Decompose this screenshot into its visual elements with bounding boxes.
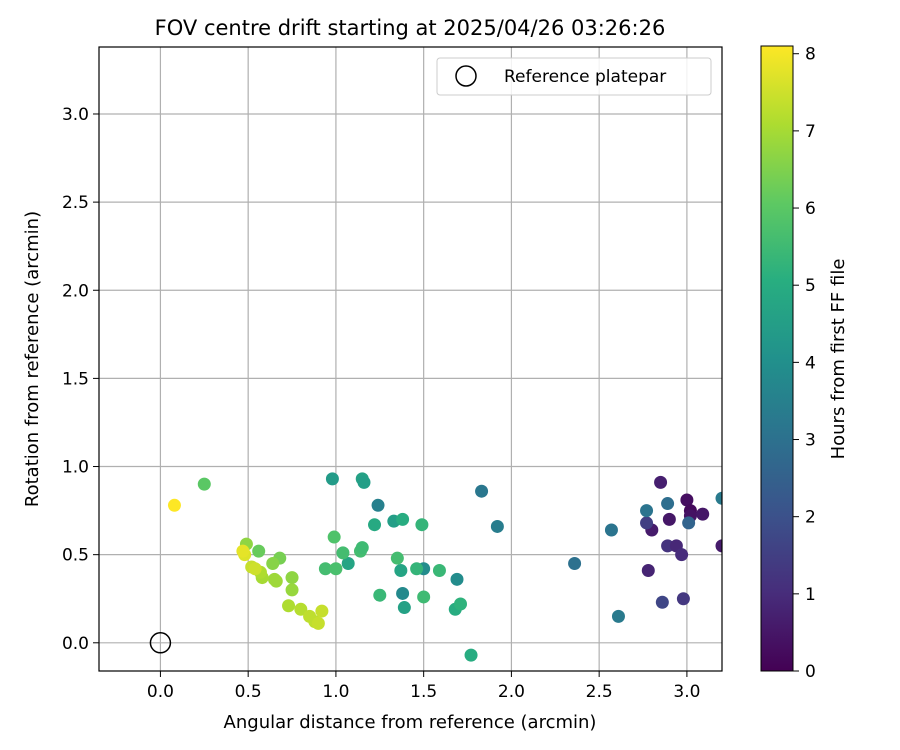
data-point — [236, 544, 250, 558]
legend-box — [436, 57, 712, 96]
x-tick-label: 3.0 — [673, 682, 700, 702]
data-point — [390, 551, 404, 565]
colorbar-label: Hours from first FF file — [828, 259, 849, 460]
data-point — [325, 472, 339, 486]
data-point — [715, 539, 722, 553]
colorbar-tick-label: 4 — [805, 353, 816, 373]
data-point — [285, 571, 299, 585]
grid-lines — [99, 47, 722, 671]
data-point — [662, 512, 676, 526]
y-tick-label: 0.5 — [62, 546, 89, 566]
x-tick-label: 0.0 — [147, 682, 174, 702]
data-point — [410, 562, 424, 576]
x-tick-label: 2.0 — [498, 682, 525, 702]
x-tick-label: 0.5 — [235, 682, 262, 702]
x-tick-label: 1.5 — [410, 682, 437, 702]
data-point — [396, 586, 410, 600]
x-axis-label: Angular distance from reference (arcmin) — [224, 712, 597, 733]
data-point — [397, 601, 411, 615]
data-point — [368, 518, 382, 532]
data-point — [327, 530, 341, 544]
data-point — [396, 512, 410, 526]
data-point — [454, 597, 468, 611]
colorbar-tick-label: 1 — [805, 585, 816, 605]
data-point — [680, 493, 694, 507]
data-point — [329, 562, 343, 576]
colorbar-tick-label: 8 — [805, 45, 816, 65]
y-tick-label: 1.5 — [62, 369, 89, 389]
legend-label: Reference platepar — [504, 67, 666, 87]
data-point — [640, 504, 654, 518]
colorbar-ticks: 0 1 2 3 4 5 6 7 8 — [793, 45, 816, 682]
y-tick-label: 2.5 — [62, 193, 89, 213]
data-point — [315, 604, 329, 618]
data-point — [655, 595, 669, 609]
y-tick-label: 1.0 — [62, 458, 89, 478]
data-point — [568, 556, 582, 570]
data-point — [318, 562, 332, 576]
data-point — [252, 544, 266, 558]
data-point — [654, 475, 668, 489]
data-point — [373, 588, 387, 602]
data-point — [167, 498, 181, 512]
data-point — [661, 497, 675, 511]
data-point — [282, 599, 296, 613]
data-point — [371, 498, 385, 512]
data-point — [417, 590, 431, 604]
data-point — [475, 484, 489, 498]
legend-marker-icon — [455, 65, 477, 87]
data-point — [294, 602, 308, 616]
data-point — [336, 546, 350, 560]
chart-title: FOV centre drift starting at 2025/04/26 … — [155, 16, 666, 40]
data-point — [464, 648, 478, 662]
data-point — [266, 556, 280, 570]
data-point — [640, 516, 654, 530]
data-point — [696, 507, 710, 521]
data-point — [394, 564, 408, 578]
data-point — [355, 541, 369, 555]
x-tick-label: 2.5 — [586, 682, 613, 702]
data-point — [641, 564, 655, 578]
data-point — [341, 556, 355, 570]
reference-platepar-marker — [149, 632, 172, 654]
colorbar-tick-label: 7 — [805, 122, 816, 142]
legend: Reference platepar — [436, 57, 712, 96]
data-point — [490, 519, 504, 533]
data-point — [675, 548, 689, 562]
y-tick-label: 3.0 — [62, 105, 89, 125]
data-point — [604, 523, 618, 537]
data-point — [676, 592, 690, 606]
plot-frame — [98, 46, 723, 672]
data-point — [415, 518, 429, 532]
data-point — [285, 583, 299, 597]
colorbar-tick-label: 0 — [805, 662, 816, 682]
colorbar-tick-label: 5 — [805, 276, 816, 296]
data-point — [248, 562, 262, 576]
x-axis-ticks: 0.0 0.5 1.0 1.5 2.0 2.5 3.0 — [147, 671, 700, 702]
y-axis-ticks: 0.0 0.5 1.0 1.5 2.0 2.5 3.0 — [62, 105, 99, 654]
data-point — [197, 477, 211, 491]
data-point — [432, 564, 446, 578]
colorbar — [760, 45, 794, 672]
data-point — [450, 572, 464, 586]
colorbar-tick-label: 3 — [805, 431, 816, 451]
x-tick-label: 1.0 — [322, 682, 349, 702]
y-tick-label: 2.0 — [62, 281, 89, 301]
data-point — [715, 491, 722, 505]
data-point — [311, 616, 325, 630]
data-point — [682, 516, 696, 530]
data-point — [611, 609, 625, 623]
data-points — [167, 472, 722, 662]
y-axis-label: Rotation from reference (arcmin) — [22, 211, 43, 507]
colorbar-tick-label: 6 — [805, 199, 816, 219]
data-point — [269, 574, 283, 588]
y-tick-label: 0.0 — [62, 634, 89, 654]
colorbar-tick-label: 2 — [805, 508, 816, 528]
data-point — [357, 475, 371, 489]
